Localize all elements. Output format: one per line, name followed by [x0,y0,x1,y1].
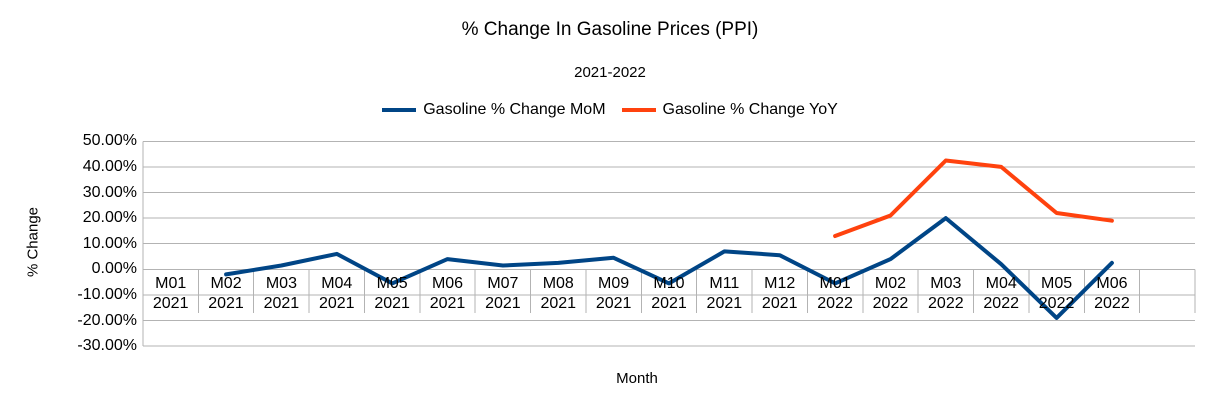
x-axis-label: M06 2021 [429,275,466,312]
x-axis-label: M07 2021 [485,275,521,312]
x-axis-label: M04 2022 [983,275,1019,312]
y-axis-tick-label: 50.00% [82,132,137,150]
y-axis-tick-label: 40.00% [82,157,137,175]
y-axis-tick-label: 30.00% [82,183,137,201]
x-axis-label: M03 2022 [928,275,964,312]
x-axis-label: M02 2022 [872,275,909,312]
x-axis-label: M06 2022 [1094,275,1130,312]
x-axis-label: M09 2021 [595,275,632,312]
x-axis-label: M01 2021 [152,275,189,312]
y-axis-tick-label: 10.00% [82,234,137,252]
legend-label: Gasoline % Change YoY [662,101,838,118]
y-axis-tick-label: 0.00% [91,260,137,278]
x-axis-label: M01 2022 [817,275,853,312]
y-axis-tick-label: -20.00% [77,311,137,329]
chart-title: % Change In Gasoline Prices (PPI) [461,19,759,40]
y-axis-title: % Change [24,206,42,278]
x-axis-label: M11 2021 [706,275,743,312]
legend-line-swatch [621,108,656,112]
series-line-yoy [833,158,1114,238]
series-line-mom [224,216,1114,320]
chart-legend: Gasoline % Change MoM Gasoline % Change Y… [0,100,1220,120]
chart-subtitle: 2021-2022 [574,64,646,81]
legend-label: Gasoline % Change MoM [423,101,606,118]
y-axis-tick-label: -10.00% [77,285,137,303]
legend-item-mom: Gasoline % Change MoM [382,100,606,120]
legend-item-yoy: Gasoline % Change YoY [621,100,838,120]
x-axis-label: M02 2021 [208,275,244,312]
x-axis-label: M05 2021 [374,275,410,312]
x-axis-label: M03 2021 [263,275,300,312]
x-axis-label: M12 2021 [761,275,798,312]
x-axis-label: M05 2022 [1038,275,1075,312]
x-axis-title: Month [616,370,658,387]
x-axis-label: M10 2021 [651,275,687,312]
y-axis-tick-label: -30.00% [77,337,137,355]
x-axis-label: M08 2021 [540,275,577,312]
legend-line-swatch [382,108,417,112]
x-axis-label: M04 2021 [318,275,355,312]
y-axis-tick-label: 20.00% [82,209,137,227]
